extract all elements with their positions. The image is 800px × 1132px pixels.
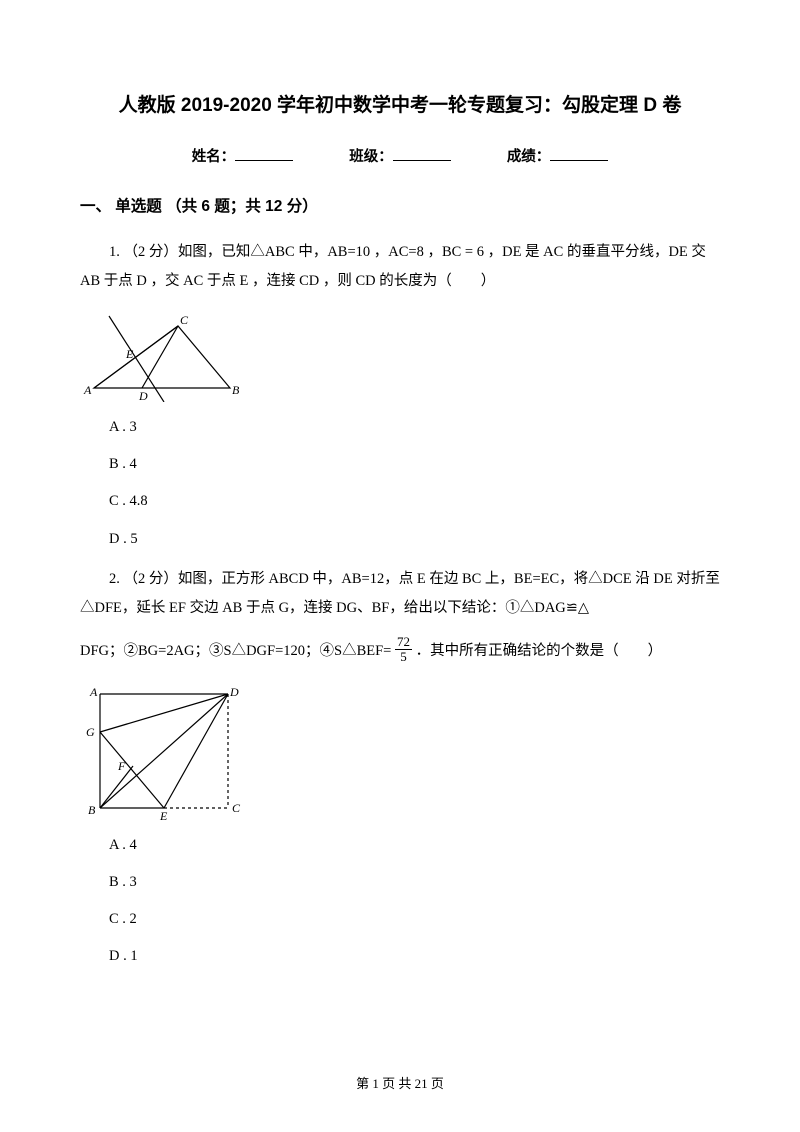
score-blank: [550, 147, 608, 161]
page-footer: 第 1 页 共 21 页: [0, 1073, 800, 1092]
label-G2: G: [86, 725, 95, 739]
label-F2: F: [117, 759, 126, 773]
q1-choice-c: C . 4.8: [80, 490, 720, 513]
question-2-text-line1: 2. （2 分）如图，正方形 ABCD 中，AB=12，点 E 在边 BC 上，…: [80, 565, 720, 623]
label-A: A: [83, 383, 92, 397]
label-B: B: [232, 383, 240, 397]
label-D: D: [138, 389, 148, 402]
q2-choice-c: C . 2: [80, 908, 720, 931]
score-label: 成绩：: [507, 149, 551, 165]
question-2-text-line2: DFG；②BG=2AG；③S△DGF=120；④S△BEF= 72 5 ．其中所…: [80, 637, 720, 666]
question-2-figure: A D G F B E C: [80, 680, 720, 820]
label-D2: D: [229, 685, 239, 699]
label-C: C: [180, 313, 189, 327]
label-C2: C: [232, 801, 241, 815]
q2-line2-prefix: DFG；②BG=2AG；③S△DGF=120；④S△BEF=: [80, 643, 395, 659]
q2-frac-num: 72: [395, 635, 412, 650]
label-A2: A: [89, 685, 98, 699]
document-title: 人教版 2019-2020 学年初中数学中考一轮专题复习：勾股定理 D 卷: [80, 90, 720, 117]
label-E: E: [125, 347, 134, 361]
q2-fraction: 72 5: [395, 635, 412, 663]
q1-choice-a: A . 3: [80, 416, 720, 439]
q1-choice-b: B . 4: [80, 453, 720, 476]
q1-choice-d: D . 5: [80, 528, 720, 551]
name-blank: [235, 147, 293, 161]
q2-frac-den: 5: [395, 650, 412, 664]
q2-choice-d: D . 1: [80, 945, 720, 968]
student-info-line: 姓名： 班级： 成绩：: [80, 145, 720, 166]
question-1-text: 1. （2 分）如图，已知△ABC 中，AB=10 ，AC=8 ，BC = 6 …: [80, 238, 720, 296]
label-E2: E: [159, 809, 168, 820]
question-1-figure: A B C D E: [80, 310, 720, 402]
q2-choice-b: B . 3: [80, 871, 720, 894]
q2-choice-a: A . 4: [80, 834, 720, 857]
section-heading: 一、 单选题 （共 6 题；共 12 分）: [80, 194, 720, 216]
class-blank: [393, 147, 451, 161]
name-label: 姓名：: [192, 149, 236, 165]
class-label: 班级：: [349, 149, 393, 165]
label-B2: B: [88, 803, 96, 817]
q2-line2-suffix: ．其中所有正确结论的个数是（ ）: [416, 643, 663, 659]
